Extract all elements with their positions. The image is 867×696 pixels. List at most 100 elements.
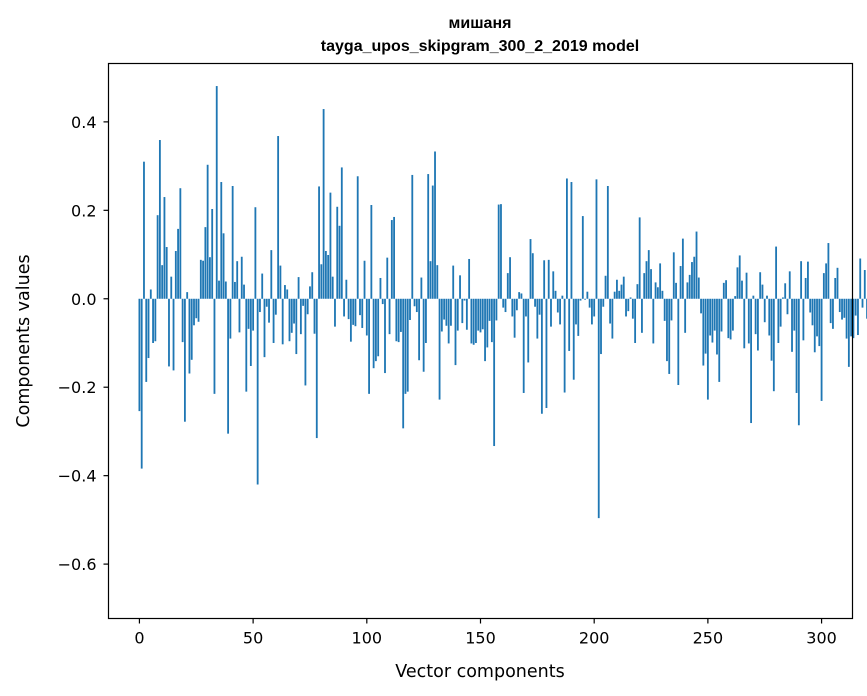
bar-component-318 [861, 298, 864, 308]
bar-component-152 [484, 298, 486, 362]
bar-component-2 [143, 161, 145, 299]
bar-component-77 [313, 298, 316, 334]
bar-component-244 [693, 256, 696, 299]
bar-component-20 [183, 298, 186, 422]
y-tick-label-3: 0.0 [71, 290, 96, 309]
bar-component-212 [620, 284, 623, 299]
bar-component-80 [320, 264, 323, 299]
bar-component-16 [174, 251, 177, 299]
bar-component-151 [481, 298, 484, 330]
bar-component-275 [763, 298, 766, 323]
bar-component-115 [400, 298, 402, 332]
bar-component-35 [218, 280, 220, 299]
bar-component-126 [425, 298, 427, 343]
bar-component-12 [165, 247, 168, 299]
bar-component-128 [429, 261, 432, 299]
bar-component-277 [768, 298, 771, 336]
bar-component-282 [779, 298, 782, 327]
bar-component-60 [274, 298, 277, 315]
bar-component-240 [684, 298, 687, 333]
bar-component-301 [822, 273, 825, 299]
bar-component-258 [725, 280, 727, 299]
bar-component-196 [584, 298, 587, 300]
bar-component-146 [470, 298, 473, 344]
bar-component-61 [277, 136, 280, 299]
bar-component-198 [588, 298, 591, 308]
bar-component-264 [738, 255, 741, 299]
bar-component-291 [800, 261, 803, 299]
bar-component-259 [727, 298, 730, 339]
bar-component-216 [629, 297, 632, 299]
x-axis-label: Vector components [395, 662, 564, 682]
bar-component-8 [156, 215, 159, 299]
bar-component-169 [522, 298, 525, 393]
bar-component-73 [304, 298, 307, 386]
bar-component-66 [288, 298, 291, 342]
bar-component-177 [540, 298, 543, 414]
bar-component-305 [832, 298, 834, 329]
bar-component-319 [863, 270, 866, 299]
bar-component-5 [149, 289, 152, 299]
bar-component-27 [199, 259, 202, 299]
bar-component-149 [477, 298, 480, 331]
bar-component-102 [370, 205, 373, 299]
bar-component-166 [515, 298, 518, 311]
bar-component-43 [236, 261, 239, 299]
bar-component-86 [334, 298, 336, 327]
bar-component-293 [804, 277, 807, 299]
bar-component-113 [395, 298, 398, 342]
bar-component-309 [841, 298, 843, 320]
bar-component-183 [554, 290, 557, 299]
bar-component-215 [627, 298, 630, 312]
bar-component-22 [188, 298, 191, 374]
bar-component-9 [158, 140, 161, 299]
bar-component-147 [472, 298, 475, 345]
bar-component-255 [718, 298, 721, 382]
bar-component-200 [593, 298, 596, 317]
bar-component-239 [681, 238, 684, 299]
bar-component-254 [716, 298, 718, 355]
bar-component-83 [327, 254, 330, 299]
bar-component-133 [440, 298, 443, 332]
y-axis-label: Components values [14, 254, 34, 427]
bar-component-245 [695, 231, 698, 299]
bar-component-304 [829, 298, 832, 324]
bar-component-243 [691, 262, 693, 299]
bar-component-311 [845, 298, 848, 339]
bar-component-121 [413, 298, 416, 307]
bar-component-164 [511, 298, 514, 317]
bar-component-89 [340, 167, 343, 299]
bar-component-34 [215, 86, 218, 299]
bar-component-179 [545, 298, 548, 408]
bar-component-110 [388, 298, 391, 335]
bar-component-265 [741, 280, 743, 299]
bar-component-82 [324, 251, 327, 299]
bar-component-202 [597, 298, 600, 519]
bar-component-21 [186, 292, 189, 299]
bar-component-241 [686, 282, 689, 299]
bar-component-134 [443, 298, 446, 320]
bar-component-136 [447, 298, 450, 344]
bar-component-47 [245, 298, 248, 392]
bar-component-268 [747, 298, 750, 344]
bar-component-142 [461, 298, 464, 324]
bar-component-208 [611, 298, 614, 339]
bar-component-279 [772, 298, 775, 392]
bar-component-278 [770, 298, 773, 361]
bar-component-31 [209, 257, 211, 299]
bar-component-3 [145, 298, 148, 382]
bar-component-314 [852, 298, 855, 339]
bar-component-300 [820, 298, 823, 401]
bar-component-153 [486, 298, 489, 348]
bar-component-214 [625, 298, 627, 317]
bar-component-117 [404, 298, 407, 394]
bar-component-256 [720, 298, 723, 332]
bar-component-195 [581, 216, 584, 299]
bar-component-190 [570, 182, 573, 299]
bar-component-230 [661, 290, 664, 299]
bar-component-112 [393, 216, 395, 299]
bar-component-107 [381, 298, 384, 305]
chart-title: мишаня [449, 15, 512, 32]
bar-component-45 [240, 256, 243, 299]
